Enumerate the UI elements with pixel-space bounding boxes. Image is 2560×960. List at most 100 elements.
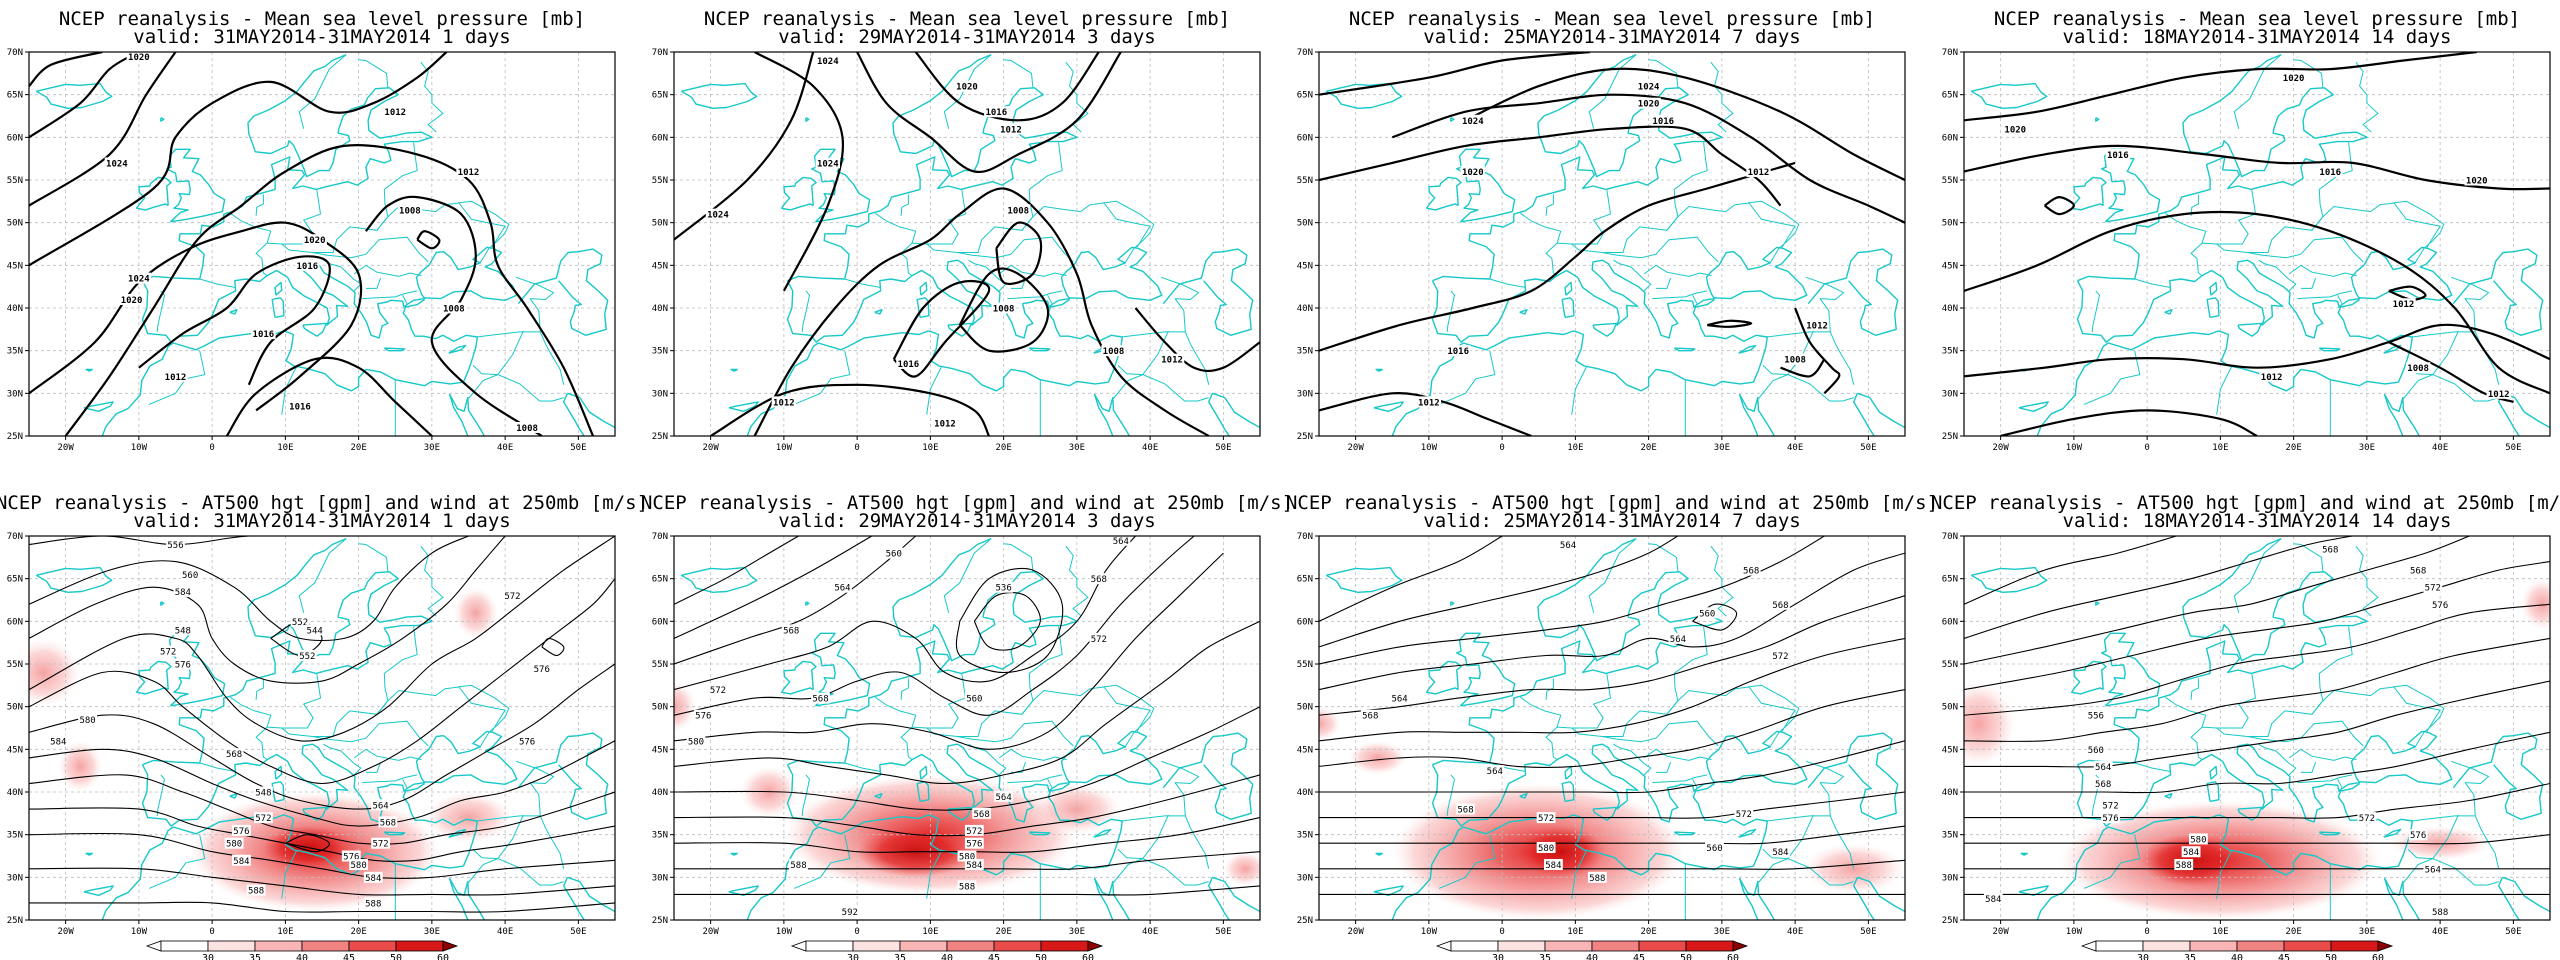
lat-label: 55N bbox=[7, 176, 23, 186]
map-frame bbox=[28, 51, 616, 437]
contour-label-bg bbox=[383, 106, 408, 118]
coastline bbox=[1047, 298, 1123, 383]
contour-label-bg bbox=[998, 123, 1024, 135]
contour-label-bg bbox=[686, 735, 706, 747]
coastline bbox=[2452, 732, 2544, 820]
country-border bbox=[515, 276, 555, 301]
coastline bbox=[2095, 117, 2100, 122]
contour-label: 564 bbox=[2095, 763, 2111, 773]
contour-label-bg bbox=[2430, 598, 2450, 610]
coastline bbox=[2209, 765, 2218, 780]
contour-label: 560 bbox=[886, 550, 902, 560]
contour-label-bg bbox=[302, 234, 327, 246]
colorbar-label: 40 bbox=[296, 953, 308, 960]
contour-label-bg bbox=[371, 837, 390, 849]
contour-label-bg bbox=[224, 748, 244, 760]
lon-label: 10W bbox=[131, 927, 148, 937]
wind-shading bbox=[1319, 706, 1905, 920]
country-border bbox=[2355, 61, 2379, 133]
contour-label: 568 bbox=[226, 750, 242, 760]
contour-label-bg bbox=[1697, 607, 1717, 619]
contour-label: 1020 bbox=[304, 236, 326, 246]
height-contour bbox=[1319, 791, 1905, 819]
coastline bbox=[1692, 782, 1768, 867]
contour-label: 1016 bbox=[289, 403, 311, 413]
country-border bbox=[1652, 774, 1708, 784]
country-border bbox=[420, 545, 444, 617]
country-border bbox=[900, 678, 909, 700]
coastline bbox=[811, 632, 871, 707]
coastline bbox=[160, 117, 165, 122]
wind-speed-area bbox=[1516, 826, 1605, 878]
isobar bbox=[1964, 52, 2477, 122]
country-border bbox=[1121, 782, 1186, 822]
contour-label: 1012 bbox=[165, 373, 187, 383]
contour-label-bg bbox=[964, 859, 984, 871]
coastline bbox=[402, 782, 478, 867]
map-frame bbox=[28, 535, 616, 921]
coastline bbox=[1093, 393, 1131, 436]
isobar bbox=[1964, 210, 2550, 395]
lon-label: 10E bbox=[277, 927, 293, 937]
lat-label: 25N bbox=[1942, 432, 1958, 442]
contour-label: 576 bbox=[2410, 831, 2426, 841]
coastline bbox=[2071, 176, 2107, 211]
height-contour bbox=[1319, 595, 1905, 716]
lat-label: 35N bbox=[1942, 831, 1958, 841]
lat-label: 40N bbox=[7, 304, 23, 314]
lon-label: 10W bbox=[776, 443, 793, 453]
lat-label: 60N bbox=[1297, 133, 1313, 143]
coastline bbox=[166, 632, 226, 707]
contour-label: 1016 bbox=[297, 262, 319, 272]
contour-label: 1020 bbox=[956, 83, 978, 93]
lon-label: 10W bbox=[776, 927, 793, 937]
country-border bbox=[2355, 545, 2379, 617]
lat-label: 30N bbox=[1297, 389, 1313, 399]
height-contour bbox=[29, 536, 506, 684]
contour-label-bg bbox=[840, 905, 860, 917]
coastline bbox=[1738, 344, 1757, 354]
country-border bbox=[1160, 276, 1200, 301]
coastline bbox=[136, 176, 172, 211]
coastline bbox=[1319, 810, 1320, 811]
contour-label: 1016 bbox=[2107, 151, 2129, 161]
country-border bbox=[2190, 678, 2199, 700]
wind-speed-area bbox=[1802, 843, 1905, 895]
lat-label: 30N bbox=[652, 389, 668, 399]
height-contour bbox=[29, 536, 469, 642]
country-border bbox=[2411, 298, 2476, 338]
country-border bbox=[2311, 686, 2441, 732]
lon-label: 20E bbox=[350, 443, 366, 453]
contour-label-bg bbox=[1544, 859, 1563, 871]
lat-label: 25N bbox=[7, 916, 23, 926]
graticule bbox=[674, 52, 1260, 436]
contour-labels: 568 568 572 576 556 560 564 568 572 576 572 576 580 5… bbox=[1983, 543, 2450, 918]
contour-label: 588 bbox=[365, 899, 381, 909]
colorbar-low-arrow bbox=[145, 940, 162, 952]
coastline bbox=[517, 248, 609, 336]
isobar bbox=[1794, 307, 1841, 395]
coastline bbox=[2101, 632, 2161, 707]
contour-label-bg bbox=[1111, 536, 1131, 546]
country-border bbox=[1643, 264, 1712, 277]
height-contour bbox=[674, 885, 1260, 896]
country-border bbox=[457, 200, 510, 264]
country-border bbox=[402, 778, 408, 788]
contour-label: 1012 bbox=[1418, 398, 1440, 408]
coastline bbox=[1673, 347, 1696, 352]
isobar bbox=[1319, 391, 1532, 436]
contour-label: 576 bbox=[233, 827, 249, 837]
lon-label: 10E bbox=[1567, 443, 1583, 453]
contour-label: 568 bbox=[2410, 567, 2426, 577]
coastline bbox=[1970, 566, 2048, 593]
coastline bbox=[448, 344, 467, 354]
contour-label: 1012 bbox=[1161, 356, 1183, 366]
country-border bbox=[539, 815, 565, 869]
lat-label: 70N bbox=[7, 532, 23, 542]
lat-label: 65N bbox=[7, 91, 23, 101]
country-border bbox=[968, 259, 1007, 292]
lon-label: 20W bbox=[57, 927, 74, 937]
country-border bbox=[298, 54, 347, 129]
country-border bbox=[2258, 259, 2297, 292]
isobar bbox=[64, 144, 595, 436]
